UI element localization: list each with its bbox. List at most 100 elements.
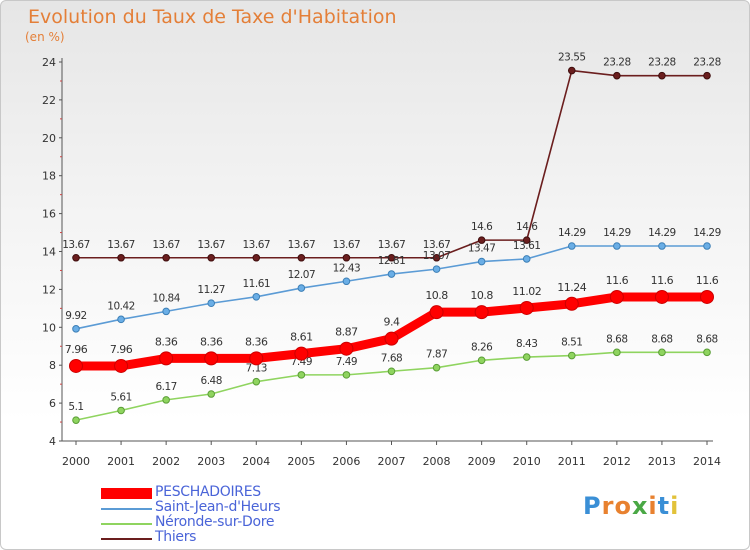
data-label-saint-jean-d-heurs: 13.61 — [513, 240, 541, 252]
data-point-thiers — [477, 236, 486, 244]
data-point-thiers — [72, 253, 80, 262]
data-label-ne-ronde-sur-dore: 8.68 — [651, 333, 672, 345]
data-point-saint-jean-d-heurs — [658, 242, 666, 250]
legend-label-neronde: Néronde-sur-Dore — [155, 514, 275, 530]
data-label-thiers: 13.67 — [243, 239, 271, 251]
y-tick-label: 18 — [42, 170, 56, 183]
legend-swatch-thiers — [101, 538, 152, 540]
data-point-thiers — [252, 253, 261, 262]
data-point-saint-jean-d-heurs — [522, 255, 531, 263]
legend-swatch-peschadoires — [101, 488, 152, 499]
data-point-peschadoires — [159, 351, 174, 366]
data-point-ne-ronde-sur-dore — [72, 416, 80, 424]
data-label-ne-ronde-sur-dore: 8.68 — [696, 333, 717, 345]
data-point-peschadoires — [294, 346, 309, 361]
data-point-saint-jean-d-heurs — [703, 242, 711, 250]
data-label-ne-ronde-sur-dore: 7.13 — [246, 363, 267, 375]
data-label-saint-jean-d-heurs: 14.29 — [693, 227, 721, 239]
data-label-peschadoires: 7.96 — [65, 343, 88, 356]
data-label-ne-ronde-sur-dore: 8.43 — [516, 338, 537, 350]
y-tick-label: 8 — [49, 359, 56, 372]
data-label-peschadoires: 8.36 — [245, 335, 268, 348]
x-tick-label: 2006 — [332, 455, 360, 468]
data-label-ne-ronde-sur-dore: 8.68 — [606, 333, 627, 345]
x-tick-label: 2009 — [468, 455, 496, 468]
data-point-saint-jean-d-heurs — [567, 242, 576, 250]
x-tick-label: 2007 — [378, 455, 406, 468]
chart-title: Evolution du Taux de Taxe d'Habitation — [28, 6, 397, 28]
x-tick-label: 2008 — [423, 455, 451, 468]
data-point-saint-jean-d-heurs — [342, 277, 351, 286]
x-tick-label: 2002 — [152, 455, 180, 468]
data-point-ne-ronde-sur-dore — [613, 348, 621, 357]
data-label-thiers: 14.6 — [471, 221, 493, 233]
data-point-thiers — [342, 253, 351, 262]
data-label-ne-ronde-sur-dore: 8.26 — [471, 341, 493, 353]
data-label-saint-jean-d-heurs: 13.07 — [423, 250, 451, 262]
data-label-peschadoires: 11.24 — [557, 281, 586, 294]
data-point-thiers — [613, 71, 621, 80]
data-point-thiers — [162, 253, 170, 262]
y-tick-label: 4 — [49, 435, 56, 448]
x-tick-label: 2003 — [197, 455, 225, 468]
data-label-saint-jean-d-heurs: 10.84 — [152, 292, 180, 304]
data-label-thiers: 23.28 — [648, 57, 676, 69]
x-tick-label: 2010 — [513, 455, 541, 468]
data-point-saint-jean-d-heurs — [432, 265, 441, 273]
y-tick-label: 6 — [49, 397, 56, 410]
data-point-thiers — [207, 253, 216, 262]
legend-label-saint-jean: Saint-Jean-d'Heurs — [155, 499, 281, 515]
data-label-saint-jean-d-heurs: 13.47 — [468, 243, 496, 255]
data-label-ne-ronde-sur-dore: 8.51 — [561, 337, 582, 349]
data-label-thiers: 13.67 — [333, 239, 361, 251]
data-label-ne-ronde-sur-dore: 7.49 — [291, 356, 312, 368]
data-point-thiers — [117, 253, 125, 262]
data-label-ne-ronde-sur-dore: 7.49 — [336, 356, 357, 368]
data-point-saint-jean-d-heurs — [207, 299, 216, 308]
data-label-peschadoires: 11.6 — [606, 274, 629, 287]
x-tick-label: 2012 — [603, 455, 631, 468]
data-label-saint-jean-d-heurs: 11.61 — [243, 278, 271, 290]
data-point-thiers — [432, 253, 441, 262]
data-point-peschadoires — [474, 305, 489, 320]
data-label-thiers: 13.67 — [62, 239, 90, 251]
data-point-ne-ronde-sur-dore — [252, 377, 261, 386]
data-label-peschadoires: 10.8 — [425, 289, 448, 302]
data-point-thiers — [703, 71, 711, 80]
data-point-saint-jean-d-heurs — [387, 270, 396, 278]
data-label-ne-ronde-sur-dore: 7.68 — [381, 352, 402, 364]
data-point-peschadoires — [204, 351, 219, 366]
data-label-peschadoires: 8.87 — [335, 326, 358, 339]
data-point-peschadoires — [114, 358, 129, 373]
data-label-thiers: 23.55 — [558, 52, 586, 64]
data-point-peschadoires — [429, 305, 444, 320]
data-label-saint-jean-d-heurs: 12.81 — [378, 255, 406, 267]
y-tick-label: 16 — [42, 208, 56, 221]
data-label-thiers: 13.67 — [378, 239, 406, 251]
data-label-thiers: 13.67 — [107, 239, 135, 251]
y-tick-label: 22 — [42, 94, 56, 107]
legend-swatch-saint-jean — [101, 508, 152, 510]
data-point-thiers — [297, 253, 306, 262]
data-point-peschadoires — [339, 341, 354, 356]
data-point-ne-ronde-sur-dore — [342, 371, 351, 379]
legend-swatch-neronde — [101, 523, 152, 525]
data-label-peschadoires: 7.96 — [110, 343, 133, 356]
y-tick-label: 10 — [42, 321, 56, 334]
data-point-peschadoires — [249, 351, 264, 366]
legend-label-thiers: Thiers — [155, 529, 197, 545]
data-label-ne-ronde-sur-dore: 5.61 — [110, 391, 131, 403]
data-label-saint-jean-d-heurs: 10.42 — [107, 300, 135, 312]
data-point-saint-jean-d-heurs — [297, 284, 306, 292]
data-point-ne-ronde-sur-dore — [297, 371, 306, 379]
data-label-peschadoires: 8.36 — [200, 335, 223, 348]
data-point-peschadoires — [69, 358, 83, 373]
x-tick-label: 2000 — [62, 455, 90, 468]
data-point-saint-jean-d-heurs — [72, 325, 80, 333]
data-point-ne-ronde-sur-dore — [703, 348, 711, 357]
data-point-ne-ronde-sur-dore — [567, 351, 576, 360]
data-point-thiers — [567, 66, 576, 75]
data-point-peschadoires — [384, 331, 399, 346]
